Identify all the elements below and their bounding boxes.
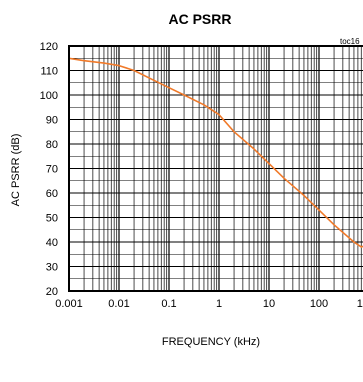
x-tick-label: 0.01: [108, 298, 129, 310]
x-tick-label: 1000: [357, 298, 363, 310]
data-point: [203, 104, 205, 106]
y-axis-label: AC PSRR (dB): [10, 134, 22, 207]
data-point: [353, 241, 355, 243]
data-point: [183, 94, 185, 96]
y-tick-label: 120: [40, 41, 58, 53]
data-point: [103, 62, 105, 64]
x-axis-label: FREQUENCY (kHz): [162, 336, 260, 348]
y-tick-label: 50: [46, 213, 58, 225]
data-point: [333, 224, 335, 226]
series-layer: [68, 57, 363, 248]
y-tick-label: 20: [46, 286, 58, 298]
x-tick-label: 1: [216, 298, 222, 310]
data-point: [218, 113, 220, 116]
x-tick-label: 0.001: [55, 298, 83, 310]
x-tick-label: 100: [310, 298, 328, 310]
data-point: [283, 177, 285, 180]
x-tick-label: 0.1: [161, 298, 176, 310]
x-tick-label: 10: [263, 298, 275, 310]
y-tick-label: 40: [46, 237, 58, 249]
chart-title: AC PSRR: [168, 11, 231, 27]
data-point: [268, 162, 270, 165]
y-tick-label: 70: [46, 164, 58, 176]
data-point: [233, 130, 235, 133]
data-point: [83, 59, 85, 62]
data-point: [168, 86, 170, 89]
plot-frame: [68, 45, 363, 292]
data-point: [318, 209, 320, 211]
y-tick-label: 100: [40, 90, 58, 102]
data-point: [133, 69, 135, 72]
tick-label-layer: 0.0010.010.11101001000203040506070809010…: [40, 41, 363, 310]
grid-layer: [68, 45, 363, 292]
y-tick-label: 30: [46, 262, 58, 274]
data-point: [303, 194, 305, 197]
y-tick-label: 60: [46, 188, 58, 200]
y-tick-label: 80: [46, 139, 58, 151]
y-tick-label: 110: [40, 66, 58, 78]
data-point: [118, 64, 120, 67]
data-point: [360, 246, 363, 248]
chart-annotation: toc16: [340, 37, 360, 46]
data-point: [153, 79, 155, 82]
y-tick-label: 90: [46, 115, 58, 127]
data-point: [253, 148, 255, 150]
psrr-series-line: [68, 57, 363, 248]
